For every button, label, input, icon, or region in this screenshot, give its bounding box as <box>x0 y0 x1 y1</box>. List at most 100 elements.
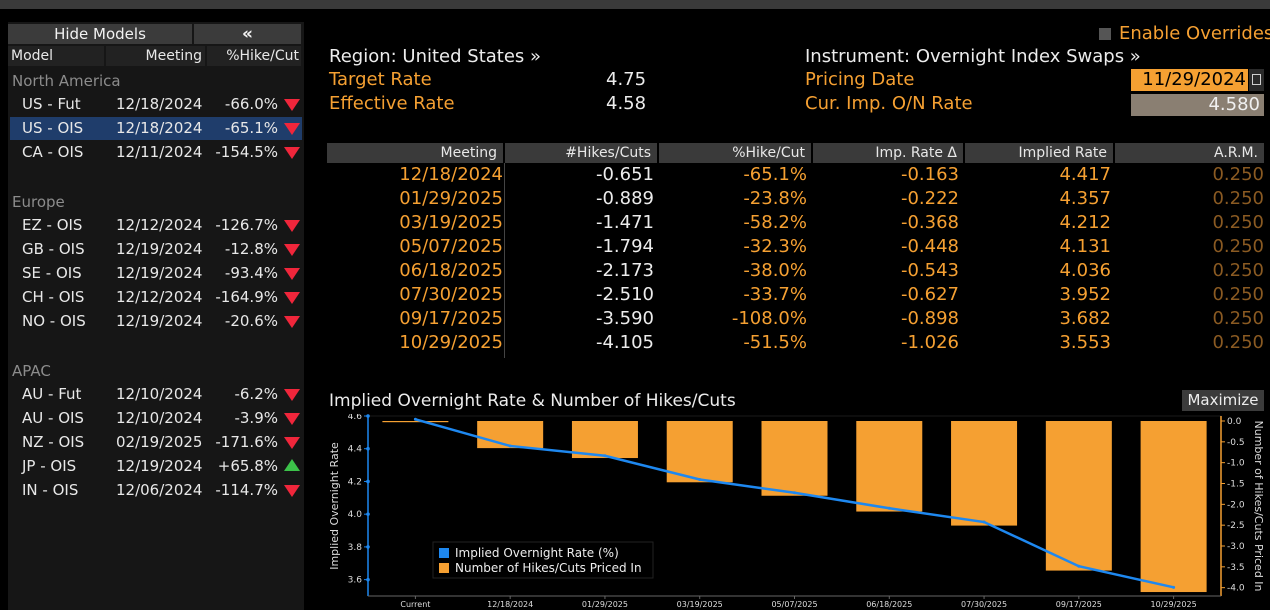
legend-swatch-line <box>439 548 449 558</box>
cell-arm: 0.250 <box>1212 164 1264 185</box>
th-hikes-cuts[interactable]: #Hikes/Cuts <box>505 143 657 163</box>
model-row[interactable]: GB - OIS 12/19/2024 -12.8% <box>10 238 302 261</box>
cell-meeting: 01/29/2025 <box>399 188 503 209</box>
model-pct: -126.7% <box>215 216 278 234</box>
cell-implied-rate: 3.682 <box>1059 308 1111 329</box>
bar-hikes-cuts <box>951 421 1018 526</box>
model-row[interactable]: AU - Fut 12/10/2024 -6.2% <box>10 383 302 406</box>
cell-pct: -23.8% <box>743 188 807 209</box>
cell-arm: 0.250 <box>1212 212 1264 233</box>
cell-rate-delta: -0.222 <box>900 188 959 209</box>
model-row[interactable]: US - OIS 12/18/2024 -65.1% <box>10 117 302 140</box>
target-rate-label: Target Rate <box>329 69 432 90</box>
effective-rate-value: 4.58 <box>606 93 647 114</box>
left-tick-label: 4.4 <box>348 445 363 455</box>
model-row[interactable]: JP - OIS 12/19/2024 +65.8% <box>10 455 302 478</box>
implied-rate-point <box>508 444 512 448</box>
model-meeting: 12/10/2024 <box>116 385 203 403</box>
model-row[interactable]: IN - OIS 12/06/2024 -114.7% <box>10 479 302 502</box>
pricing-date-input[interactable]: 11/29/2024 <box>1131 69 1248 91</box>
group-label: North America <box>12 72 121 90</box>
table-row[interactable]: 09/17/2025 -3.590 -108.0% -0.898 3.682 0.250 <box>327 307 1264 331</box>
model-row[interactable]: US - Fut 12/18/2024 -66.0% <box>10 93 302 116</box>
th-implied-rate[interactable]: Implied Rate <box>965 143 1113 163</box>
collapse-panel-button[interactable]: « <box>194 24 301 44</box>
model-row[interactable]: EZ - OIS 12/12/2024 -126.7% <box>10 214 302 237</box>
th-meeting[interactable]: Meeting <box>327 143 503 163</box>
arrow-down-icon <box>284 220 300 232</box>
model-row[interactable]: CH - OIS 12/12/2024 -164.9% <box>10 286 302 309</box>
implied-rate-point <box>793 491 796 495</box>
model-name: CH - OIS <box>22 288 85 306</box>
maximize-button[interactable]: Maximize <box>1182 390 1264 411</box>
instrument-selector[interactable]: Instrument: Overnight Index Swaps » <box>805 46 1141 67</box>
left-tick-label: 3.8 <box>348 543 363 553</box>
hide-models-button[interactable]: Hide Models <box>8 24 192 44</box>
table-row[interactable]: 01/29/2025 -0.889 -23.8% -0.222 4.357 0.250 <box>327 187 1264 211</box>
model-pct: -171.6% <box>215 433 278 451</box>
th-imp-rate-delta[interactable]: Imp. Rate Δ <box>813 143 963 163</box>
implied-rate-point <box>698 477 702 481</box>
col-header-model[interactable]: Model <box>8 46 104 66</box>
left-tick-dot <box>366 414 370 418</box>
cell-implied-rate: 4.417 <box>1059 164 1111 185</box>
cell-meeting: 06/18/2025 <box>399 260 503 281</box>
cell-implied-rate: 4.357 <box>1059 188 1111 209</box>
cell-arm: 0.250 <box>1212 332 1264 353</box>
implied-rate-point <box>603 454 607 458</box>
model-pct: -65.1% <box>224 119 278 137</box>
model-pct: -164.9% <box>215 288 278 306</box>
right-tick-label: -2.5 <box>1227 521 1245 531</box>
cell-arm: 0.250 <box>1212 188 1264 209</box>
bar-hikes-cuts <box>1045 421 1112 571</box>
model-pct: -154.5% <box>215 143 278 161</box>
model-name: CA - OIS <box>22 143 84 161</box>
cell-meeting: 03/19/2025 <box>399 212 503 233</box>
enable-overrides-checkbox[interactable] <box>1099 28 1111 40</box>
group-label: Europe <box>12 193 65 211</box>
model-meeting: 12/19/2024 <box>116 457 203 475</box>
model-meeting: 12/12/2024 <box>116 288 203 306</box>
cell-pct: -33.7% <box>743 284 807 305</box>
table-row[interactable]: 07/30/2025 -2.510 -33.7% -0.627 3.952 0.250 <box>327 283 1264 307</box>
calendar-icon[interactable] <box>1249 69 1264 91</box>
bar-hikes-cuts <box>856 421 923 512</box>
col-header-pct[interactable]: %Hike/Cut <box>207 46 301 66</box>
arrow-down-icon <box>284 389 300 401</box>
left-tick-label: 4.0 <box>348 510 363 520</box>
model-row[interactable]: SE - OIS 12/19/2024 -93.4% <box>10 262 302 285</box>
x-tick-label: 07/30/2025 <box>961 600 1007 609</box>
bar-hikes-cuts <box>1140 421 1207 593</box>
model-row[interactable]: CA - OIS 12/11/2024 -154.5% <box>10 141 302 164</box>
th-pct-hike-cut[interactable]: %Hike/Cut <box>659 143 811 163</box>
cell-arm: 0.250 <box>1212 308 1264 329</box>
bar-hikes-cuts <box>477 421 544 449</box>
table-row[interactable]: 10/29/2025 -4.105 -51.5% -1.026 3.553 0.250 <box>327 331 1264 355</box>
model-row[interactable]: AU - OIS 12/10/2024 -3.9% <box>10 407 302 430</box>
table-row[interactable]: 06/18/2025 -2.173 -38.0% -0.543 4.036 0.250 <box>327 259 1264 283</box>
cell-meeting: 12/18/2024 <box>399 164 503 185</box>
arrow-down-icon <box>284 123 300 135</box>
model-pct: +65.8% <box>217 457 278 475</box>
cell-rate-delta: -0.898 <box>900 308 959 329</box>
cur-rate-input[interactable]: 4.580 <box>1131 94 1264 116</box>
table-row[interactable]: 12/18/2024 -0.651 -65.1% -0.163 4.417 0.250 <box>327 163 1264 187</box>
region-selector[interactable]: Region: United States » <box>329 46 542 67</box>
enable-overrides-label[interactable]: Enable Overrides <box>1119 23 1270 44</box>
chart-title: Implied Overnight Rate & Number of Hikes… <box>329 391 736 411</box>
model-row[interactable]: NZ - OIS 02/19/2025 -171.6% <box>10 431 302 454</box>
table-row[interactable]: 05/07/2025 -1.794 -32.3% -0.448 4.131 0.250 <box>327 235 1264 259</box>
bar-hikes-cuts <box>382 421 449 423</box>
arrow-down-icon <box>284 292 300 304</box>
implied-rate-point <box>1172 585 1176 589</box>
model-meeting: 12/19/2024 <box>116 240 203 258</box>
arrow-down-icon <box>284 413 300 425</box>
th-arm[interactable]: A.R.M. <box>1115 143 1264 163</box>
model-pct: -12.8% <box>224 240 278 258</box>
col-header-meeting[interactable]: Meeting <box>106 46 205 66</box>
cell-rate-delta: -0.627 <box>900 284 959 305</box>
table-row[interactable]: 03/19/2025 -1.471 -58.2% -0.368 4.212 0.250 <box>327 211 1264 235</box>
model-meeting: 12/10/2024 <box>116 409 203 427</box>
arrow-down-icon <box>284 147 300 159</box>
model-row[interactable]: NO - OIS 12/19/2024 -20.6% <box>10 310 302 333</box>
